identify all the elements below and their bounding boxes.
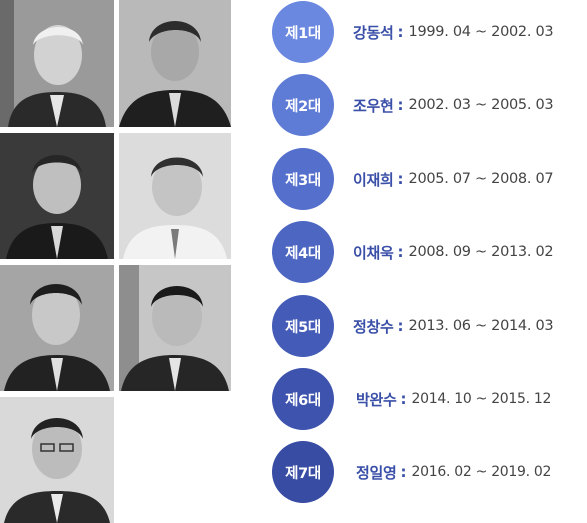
- portrait-photo-icon: [0, 265, 114, 391]
- portrait-photo-6: [119, 265, 231, 391]
- term-badge: 제4대: [272, 221, 334, 283]
- term-period: 2014. 10 ~ 2015. 12: [411, 391, 552, 407]
- president-name: 박완수: [356, 390, 397, 409]
- term-period: 1999. 04 ~ 2002. 03: [408, 24, 554, 40]
- separator: :: [397, 23, 404, 41]
- term-info: 강동석 : 1999. 04 ~ 2002. 03: [353, 22, 554, 43]
- term-badge: 제2대: [272, 74, 334, 136]
- president-name: 이재희: [353, 170, 394, 189]
- separator: :: [397, 96, 404, 114]
- president-name: 정일영: [356, 463, 397, 482]
- portrait-photo-icon: [0, 397, 114, 523]
- separator: :: [400, 390, 407, 408]
- term-badge: 제3대: [272, 148, 334, 210]
- portrait-photo-1: [0, 0, 114, 127]
- president-name: 강동석: [353, 23, 394, 42]
- term-entry-1: 제1대 강동석 : 1999. 04 ~ 2002. 03: [272, 1, 554, 63]
- portrait-photo-5: [0, 265, 114, 391]
- portrait-photo-7: [0, 397, 114, 523]
- term-info: 박완수 : 2014. 10 ~ 2015. 12: [356, 389, 551, 410]
- term-entry-6: 제6대 박완수 : 2014. 10 ~ 2015. 12: [272, 368, 551, 430]
- separator: :: [397, 243, 404, 261]
- portrait-photo-2: [119, 0, 231, 127]
- separator: :: [400, 463, 407, 481]
- president-name: 이채욱: [353, 243, 394, 262]
- term-badge: 제6대: [272, 368, 334, 430]
- term-period: 2008. 09 ~ 2013. 02: [408, 244, 554, 260]
- term-period: 2013. 06 ~ 2014. 03: [408, 318, 554, 334]
- portrait-photo-4: [119, 133, 231, 259]
- term-badge: 제7대: [272, 441, 334, 503]
- term-entry-3: 제3대 이재희 : 2005. 07 ~ 2008. 07: [272, 148, 554, 210]
- term-period: 2005. 07 ~ 2008. 07: [408, 171, 554, 187]
- separator: :: [397, 317, 404, 335]
- term-entry-5: 제5대 정창수 : 2013. 06 ~ 2014. 03: [272, 295, 554, 357]
- portrait-photo-icon: [0, 0, 114, 127]
- separator: :: [397, 170, 404, 188]
- term-period: 2002. 03 ~ 2005. 03: [408, 97, 554, 113]
- term-info: 이채욱 : 2008. 09 ~ 2013. 02: [353, 242, 554, 263]
- term-info: 정일영 : 2016. 02 ~ 2019. 02: [356, 462, 551, 483]
- portrait-photo-icon: [119, 265, 231, 391]
- term-info: 정창수 : 2013. 06 ~ 2014. 03: [353, 316, 554, 337]
- term-info: 조우현 : 2002. 03 ~ 2005. 03: [353, 95, 554, 116]
- portrait-photo-3: [0, 133, 114, 259]
- term-badge: 제5대: [272, 295, 334, 357]
- term-entry-7: 제7대 정일영 : 2016. 02 ~ 2019. 02: [272, 441, 551, 503]
- term-badge: 제1대: [272, 1, 334, 63]
- term-period: 2016. 02 ~ 2019. 02: [411, 464, 552, 480]
- term-entry-2: 제2대 조우현 : 2002. 03 ~ 2005. 03: [272, 74, 554, 136]
- portrait-photo-icon: [119, 133, 231, 259]
- term-info: 이재희 : 2005. 07 ~ 2008. 07: [353, 169, 554, 190]
- president-name: 조우현: [353, 96, 394, 115]
- term-entry-4: 제4대 이채욱 : 2008. 09 ~ 2013. 02: [272, 221, 554, 283]
- president-name: 정창수: [353, 317, 394, 336]
- portrait-photo-icon: [119, 0, 231, 127]
- portrait-photo-icon: [0, 133, 114, 259]
